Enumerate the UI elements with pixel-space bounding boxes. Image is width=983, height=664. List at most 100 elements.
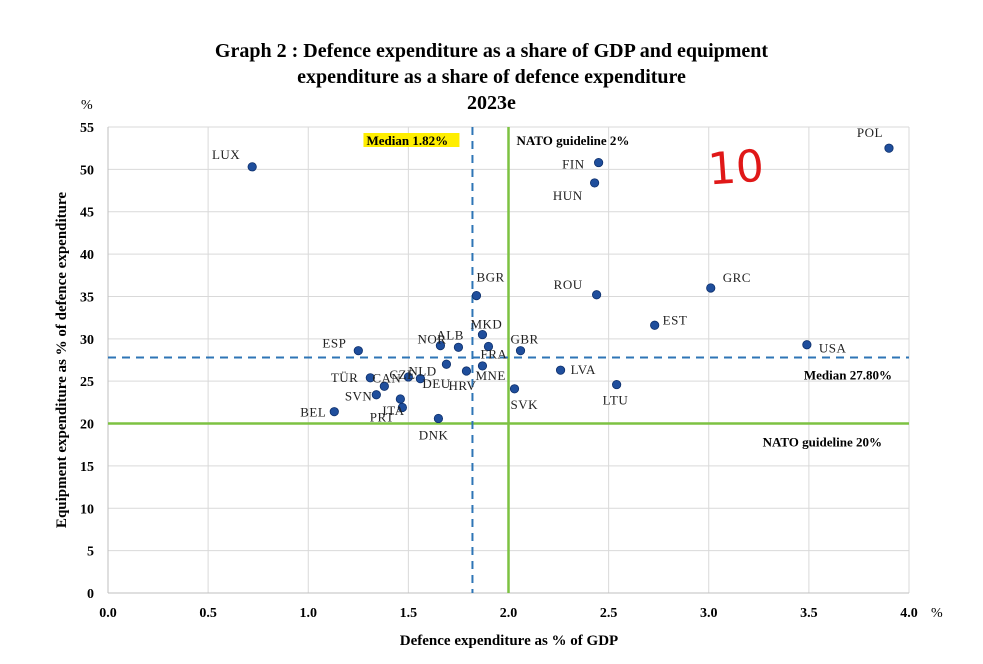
handwritten-annotation: 10 [706, 141, 765, 196]
data-point-gbr [515, 346, 526, 356]
y-tick-label: 25 [80, 375, 94, 390]
data-point-prt [397, 402, 407, 413]
chart-title-line3: 2023e [467, 92, 516, 114]
data-point-ita [395, 394, 405, 404]
data-point-svk [509, 384, 520, 394]
nato-equipment-guideline-label: NATO guideline 20% [763, 435, 882, 450]
y-tick-label: 5 [87, 545, 94, 560]
data-point-hrv [461, 366, 472, 376]
y-tick-label: 50 [80, 163, 94, 178]
data-label-esp: ESP [322, 336, 346, 351]
x-tick-label: 1.0 [300, 606, 318, 621]
nato-gdp-guideline-label: NATO guideline 2% [517, 133, 630, 148]
data-point-deu [441, 359, 452, 369]
x-tick-label: 3.5 [800, 606, 818, 621]
data-label-est: EST [663, 312, 688, 327]
data-label-grc: GRC [723, 270, 751, 285]
data-point-fin [594, 157, 604, 168]
data-point-fra [483, 341, 494, 352]
data-label-gbr: GBR [511, 332, 539, 347]
y-tick-label: 15 [80, 460, 94, 475]
data-label-tür: TÜR [331, 370, 359, 385]
x-tick-label: 1.5 [400, 606, 418, 621]
data-label-hun: HUN [553, 188, 583, 203]
y-axis-title: Equipment expenditure as % of defence ex… [54, 192, 70, 528]
data-label-fra: FRA [480, 346, 507, 361]
data-point-grc [706, 283, 716, 293]
y-tick-label: 40 [80, 248, 94, 263]
x-tick-label: 0.0 [99, 606, 117, 621]
data-label-ltu: LTU [603, 393, 629, 408]
data-points [247, 143, 894, 424]
data-point-nor [453, 342, 464, 352]
data-point-esp [353, 346, 363, 356]
data-point-lva [555, 365, 566, 375]
data-point-rou [592, 290, 602, 300]
x-tick-label: 2.5 [600, 606, 618, 621]
data-point-svn [371, 390, 381, 400]
data-point-bgr [471, 291, 482, 301]
data-point-pol [884, 143, 894, 153]
data-label-cze: CZE [389, 367, 415, 382]
data-label-lux: LUX [212, 147, 240, 162]
data-point-tür [365, 373, 375, 383]
data-point-hun [590, 178, 600, 188]
x-tick-label: 2.0 [500, 606, 518, 621]
y-tick-label: 55 [80, 121, 94, 136]
x-axis-title: Defence expenditure as % of GDP [400, 633, 618, 649]
data-point-cze [403, 372, 413, 382]
data-label-ita: ITA [382, 403, 404, 418]
data-point-alb [435, 340, 446, 351]
annotations: Median 1.82% NATO guideline 2% Median 27.8… [363, 133, 892, 450]
data-point-usa [802, 340, 812, 350]
data-label-nld: NLD [408, 364, 436, 379]
data-label-lva: LVA [571, 362, 596, 377]
median-gdp-label: Median 1.82% [366, 133, 448, 148]
data-label-bgr: BGR [476, 270, 504, 285]
data-label-bel: BEL [300, 405, 326, 420]
median-equipment-label: Median 27.80% [804, 367, 892, 382]
y-tick-label: 35 [80, 290, 94, 305]
data-label-nor: NOR [417, 331, 446, 346]
data-point-nld [415, 374, 425, 384]
data-label-rou: ROU [554, 277, 583, 292]
data-point-mkd [477, 329, 488, 340]
y-unit-label: % [81, 98, 93, 113]
data-label-fin: FIN [562, 157, 585, 172]
reference-lines [108, 127, 909, 593]
data-label-svk: SVK [511, 397, 539, 412]
data-label-dnk: DNK [419, 427, 449, 442]
y-tick-label: 0 [87, 587, 94, 602]
y-tick-label: 45 [80, 206, 94, 221]
chart-title-line2: expenditure as a share of defence expend… [297, 66, 686, 88]
data-label-can: CAN [372, 370, 401, 385]
data-label-mkd: MKD [470, 317, 502, 332]
data-label-prt: PRT [370, 409, 395, 424]
data-point-est [650, 320, 660, 330]
data-label-hrv: HRV [448, 378, 476, 393]
data-label-pol: POL [857, 125, 883, 140]
data-point-ltu [612, 379, 622, 390]
data-point-bel [329, 407, 339, 417]
axis-ticks: 0 5 10 15 20 25 30 35 40 45 50 55 0.0 0.5 1.0 1.5 2.0 2.5… [80, 121, 918, 621]
median-gdp-highlight [363, 133, 460, 147]
y-tick-label: 10 [80, 502, 94, 517]
data-label-alb: ALB [436, 328, 464, 343]
data-point-can [379, 381, 389, 391]
data-point-lux [247, 162, 257, 172]
data-point-mne [477, 361, 488, 371]
x-unit-label: % [931, 606, 943, 621]
x-tick-label: 0.5 [199, 606, 217, 621]
y-tick-label: 30 [80, 333, 94, 348]
y-tick-label: 20 [80, 418, 94, 433]
data-label-usa: USA [819, 341, 847, 356]
data-label-mne: MNE [475, 368, 505, 383]
x-tick-label: 3.0 [700, 606, 718, 621]
data-label-svn: SVN [345, 389, 373, 404]
data-point-dnk [433, 413, 444, 424]
x-tick-label: 4.0 [900, 606, 918, 621]
data-label-deu: DEU [422, 376, 450, 391]
chart-title-line1: Graph 2 : Defence expenditure as a share… [214, 40, 769, 62]
